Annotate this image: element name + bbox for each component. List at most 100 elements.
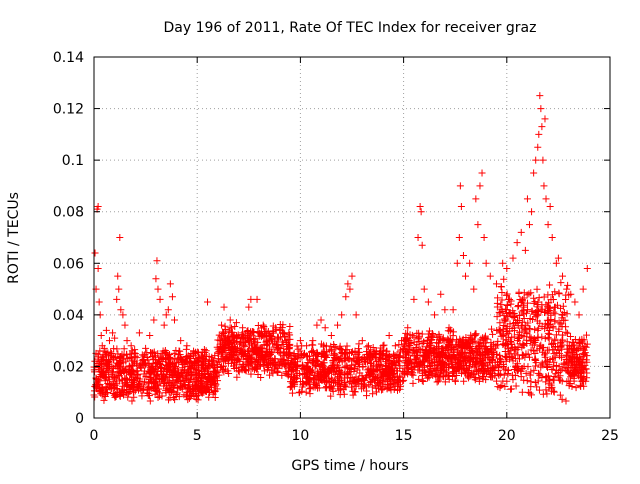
data-point — [444, 327, 452, 335]
data-point — [496, 319, 504, 327]
data-point — [168, 293, 176, 301]
data-point — [449, 306, 457, 314]
data-point — [205, 372, 213, 380]
data-point — [392, 361, 400, 369]
data-point — [536, 372, 544, 380]
data-point — [550, 387, 558, 395]
data-point — [143, 386, 151, 394]
data-point — [278, 371, 286, 379]
data-point — [465, 364, 473, 372]
data-point — [151, 356, 159, 364]
data-point — [102, 383, 110, 391]
data-point — [298, 350, 306, 358]
data-point — [494, 337, 502, 345]
data-point — [514, 331, 522, 339]
data-point — [548, 365, 556, 373]
data-point — [183, 342, 191, 350]
data-point — [544, 363, 552, 371]
data-point — [576, 368, 584, 376]
data-point — [238, 349, 246, 357]
data-point — [91, 357, 99, 365]
data-point — [363, 343, 371, 351]
data-point — [365, 342, 373, 350]
data-point — [253, 350, 261, 358]
data-point — [455, 234, 463, 241]
data-point — [134, 371, 142, 379]
data-point — [550, 388, 558, 396]
data-point — [382, 347, 390, 355]
data-point — [531, 378, 539, 386]
data-point — [318, 376, 326, 384]
data-point — [432, 345, 440, 353]
x-tick-label: 15 — [395, 428, 413, 444]
data-point — [358, 372, 366, 380]
data-point — [518, 296, 526, 304]
data-point — [376, 366, 384, 374]
data-point — [94, 264, 102, 272]
data-point — [545, 360, 553, 368]
data-point — [205, 360, 213, 368]
data-point — [169, 384, 177, 392]
data-point — [337, 371, 345, 379]
data-point — [488, 348, 496, 356]
data-point — [158, 355, 166, 363]
data-point — [234, 331, 242, 339]
data-point — [420, 285, 428, 293]
data-point — [437, 290, 445, 298]
data-point — [547, 315, 555, 323]
data-point — [344, 364, 352, 372]
data-point — [380, 341, 388, 349]
data-point — [476, 374, 484, 382]
x-tick-label: 5 — [193, 428, 202, 444]
data-point — [425, 327, 433, 335]
data-point — [217, 342, 225, 350]
data-point — [164, 306, 172, 314]
data-point — [250, 328, 258, 336]
data-point — [544, 221, 552, 229]
data-point — [583, 264, 591, 272]
data-point — [220, 368, 228, 376]
x-tick-label: 0 — [90, 428, 99, 444]
data-point — [232, 357, 240, 365]
data-point — [323, 351, 331, 359]
data-point — [189, 350, 197, 358]
data-point — [570, 341, 578, 349]
data-point — [532, 313, 540, 321]
data-point — [182, 358, 190, 366]
data-point — [121, 321, 129, 329]
data-point — [552, 259, 560, 267]
data-point — [421, 348, 429, 356]
data-point — [471, 345, 479, 353]
data-point — [520, 315, 528, 323]
data-point — [402, 354, 410, 362]
data-point — [550, 376, 558, 384]
data-point — [190, 358, 198, 366]
data-point — [229, 333, 237, 341]
data-point — [112, 393, 120, 401]
data-point — [311, 383, 319, 391]
data-point — [503, 264, 511, 272]
data-point — [459, 252, 467, 260]
data-point — [186, 354, 194, 362]
data-point — [127, 342, 135, 350]
data-point — [212, 387, 220, 395]
data-point — [409, 369, 417, 377]
data-point — [545, 335, 553, 343]
data-point — [554, 254, 562, 262]
data-point — [538, 322, 546, 330]
data-point — [396, 348, 404, 356]
data-point — [526, 314, 534, 322]
data-point — [274, 336, 282, 344]
data-point — [150, 316, 158, 324]
data-point — [416, 362, 424, 370]
data-point — [342, 346, 350, 354]
data-point — [546, 375, 554, 383]
data-point — [239, 362, 247, 370]
data-point — [286, 322, 294, 330]
data-point — [118, 376, 126, 384]
data-point — [384, 372, 392, 380]
data-point — [213, 343, 221, 351]
data-point — [173, 371, 181, 379]
data-point — [439, 334, 447, 342]
data-point — [557, 279, 565, 287]
